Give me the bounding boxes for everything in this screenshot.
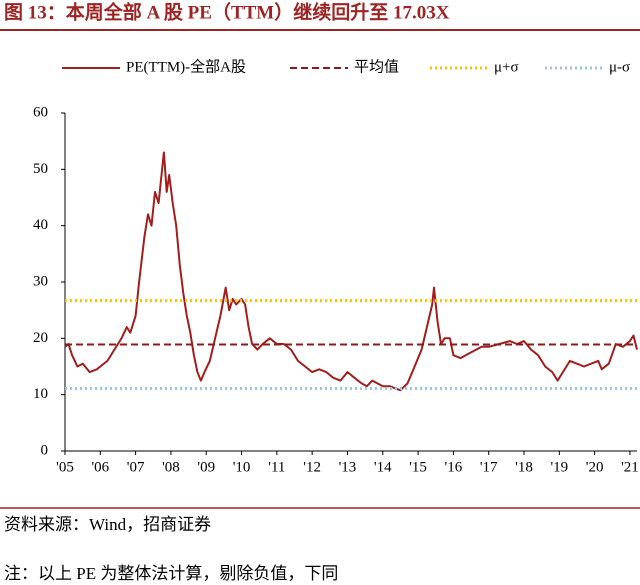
pe-line: [64, 151, 638, 392]
x-tick-label: '11: [268, 459, 285, 475]
x-tick-label: '14: [374, 459, 392, 475]
legend-label: 平均值: [354, 58, 399, 75]
x-tick-label: '06: [91, 459, 109, 475]
x-tick-label: '05: [56, 459, 74, 475]
y-tick-label: 20: [33, 330, 48, 346]
x-tick-label: '10: [233, 459, 251, 475]
x-tick-label: '08: [162, 459, 180, 475]
x-tick-label: '19: [550, 459, 568, 475]
x-tick-label: '16: [445, 459, 463, 475]
y-tick-label: 60: [33, 104, 48, 120]
y-tick-label: 50: [33, 161, 48, 177]
legend-label: μ+σ: [494, 59, 519, 75]
y-tick-label: 30: [33, 273, 48, 289]
y-tick-label: 40: [33, 217, 48, 233]
x-tick-label: '15: [409, 459, 427, 475]
note: 注：以上 PE 为整体法计算，剔除负值，下同: [4, 564, 338, 583]
x-tick-label: '07: [127, 459, 145, 475]
x-tick-label: '12: [303, 459, 321, 475]
legend-label: μ-σ: [609, 59, 630, 75]
legend-label: PE(TTM)-全部A股: [126, 57, 246, 75]
x-tick-label: '17: [480, 459, 498, 475]
x-tick-label: '20: [586, 459, 604, 475]
y-tick-label: 0: [41, 442, 49, 458]
source: 资料来源：Wind，招商证券: [4, 515, 211, 534]
chart-title: 图 13：本周全部 A 股 PE（TTM）继续回升至 17.03X: [4, 0, 450, 23]
x-tick-label: '13: [339, 459, 357, 475]
x-tick-label: '21: [621, 459, 639, 475]
x-tick-label: '09: [197, 459, 215, 475]
x-tick-label: '18: [515, 459, 533, 475]
y-tick-label: 10: [33, 386, 48, 402]
